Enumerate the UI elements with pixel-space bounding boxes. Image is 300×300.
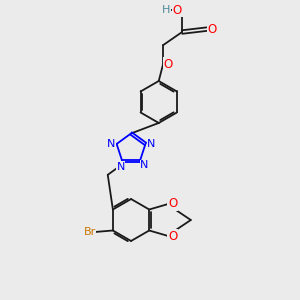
Text: O: O (164, 58, 173, 70)
Text: N: N (106, 139, 115, 149)
Text: Br: Br (83, 227, 96, 237)
Text: O: O (168, 230, 177, 243)
Text: N: N (147, 139, 155, 149)
Text: N: N (116, 162, 125, 172)
Text: N: N (140, 160, 148, 170)
Text: H: H (162, 5, 170, 15)
Text: O: O (168, 197, 177, 210)
Text: O: O (207, 22, 217, 36)
Text: O: O (173, 4, 182, 17)
